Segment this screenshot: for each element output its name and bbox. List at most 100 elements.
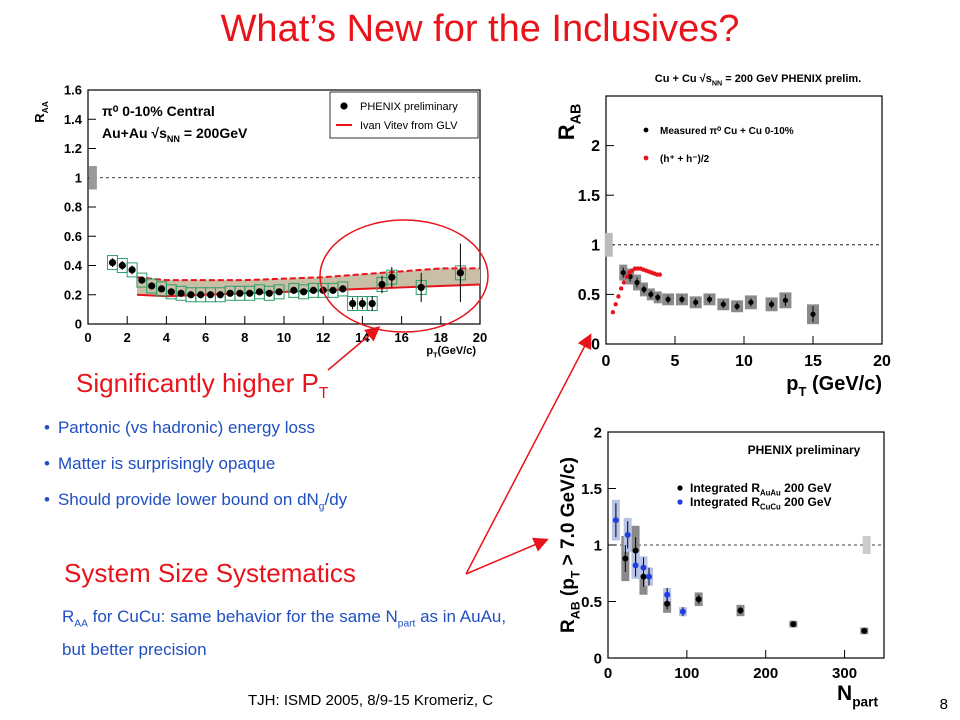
data-point: [641, 286, 647, 293]
data-point: [300, 288, 308, 296]
auau-raa-chart: 0 2 4 6 8 10 12 14 16 18 2000.20.40.60.811.21.41.6…: [32, 83, 487, 360]
legend-marker: [643, 155, 649, 161]
data-point: [734, 303, 740, 309]
y-axis-label: RAA: [32, 101, 50, 123]
y-tick-label: 0: [591, 337, 600, 354]
data-point: [108, 258, 117, 267]
data-point: [737, 607, 744, 614]
data-point: [456, 269, 464, 277]
chart-title: PHENIX preliminary: [748, 443, 861, 457]
bullet-item: Partonic (vs hadronic) energy loss: [44, 418, 347, 454]
data-point: [246, 289, 254, 297]
data-point: [640, 564, 647, 571]
x-tick-label: 12: [316, 330, 330, 345]
data-point: [861, 627, 868, 634]
data-point: [157, 285, 166, 293]
normalization-box: [604, 232, 613, 257]
data-point: [693, 299, 699, 305]
y-axis-label: RAB: [554, 104, 585, 141]
data-point: [748, 299, 754, 305]
x-axis-label: pT(GeV/c): [426, 345, 476, 359]
heading-system-size: System Size Systematics: [64, 558, 356, 588]
data-point: [664, 591, 671, 598]
data-point: [255, 288, 264, 296]
y-tick-label: 2: [594, 424, 602, 441]
data-point: [118, 261, 126, 270]
legend-marker: [340, 102, 348, 110]
legend-marker: [643, 127, 649, 133]
x-tick-label: 0: [84, 330, 91, 345]
y-tick-label: 0: [594, 650, 602, 667]
data-point: [138, 276, 146, 284]
y-tick-label: 1: [75, 170, 82, 185]
data-point: [679, 608, 686, 615]
y-tick-label: 0.5: [581, 594, 602, 611]
bullet-list: Partonic (vs hadronic) energy loss Matte…: [44, 418, 347, 526]
y-axis-label: RAB (pT > 7.0 GeV/c): [558, 457, 583, 633]
data-point: [648, 291, 654, 297]
sys-error-box: [126, 262, 138, 278]
data-point: [206, 291, 215, 299]
theory-upper-line: [136, 267, 480, 282]
x-axis-label: pT (GeV/c): [786, 373, 882, 399]
x-tick-label: 4: [163, 330, 171, 345]
legend-label: Integrated RCuCu 200 GeV: [690, 495, 832, 512]
hadron-point: [657, 272, 663, 277]
page-number: 8: [939, 696, 948, 713]
x-tick-label: 10: [735, 353, 753, 370]
x-axis-label: Npart: [837, 682, 878, 709]
y-tick-label: 0: [75, 317, 82, 332]
hadron-point: [618, 286, 624, 291]
x-tick-label: 8: [241, 330, 248, 345]
data-point: [216, 291, 224, 299]
data-point: [290, 286, 298, 294]
highlight-ellipse: [319, 219, 489, 333]
sys-error-box: [337, 281, 349, 297]
data-point: [634, 279, 640, 286]
data-point: [309, 286, 317, 294]
y-tick-label: 0.6: [64, 229, 82, 244]
y-tick-label: 1.4: [64, 112, 83, 127]
data-point: [226, 289, 234, 297]
data-point: [782, 297, 788, 303]
data-point: [810, 311, 816, 317]
y-tick-label: 1.5: [581, 481, 602, 498]
data-point: [627, 273, 633, 280]
x-tick-label: 5: [671, 353, 680, 370]
bullet-item: Should provide lower bound on dNg/dy: [44, 490, 347, 526]
data-point: [148, 282, 156, 290]
chart-title: Cu + Cu √sNN = 200 GeV PHENIX prelim.: [655, 73, 862, 87]
data-point: [197, 291, 205, 299]
hadron-point: [616, 294, 621, 299]
data-point: [187, 291, 195, 299]
data-point: [612, 517, 619, 524]
x-tick-label: 15: [804, 353, 822, 370]
x-tick-label: 20: [873, 353, 891, 370]
x-tick-label: 200: [753, 665, 778, 682]
normalization-box: [88, 166, 97, 190]
x-tick-label: 20: [473, 330, 487, 345]
data-point: [706, 296, 713, 302]
data-point: [329, 286, 337, 294]
x-tick-label: 0: [604, 665, 612, 682]
y-tick-label: 2: [591, 138, 600, 155]
normalization-box: [862, 535, 871, 555]
data-point: [622, 555, 629, 562]
arrow-to-ellipse: [327, 326, 381, 371]
y-tick-label: 1.6: [64, 83, 82, 98]
data-point: [655, 294, 661, 300]
legend-label: Integrated RAuAu 200 GeV: [690, 481, 832, 498]
legend-label: (h⁺ + h⁻)/2: [660, 154, 710, 165]
y-tick-label: 1.2: [64, 141, 82, 156]
hadron-point: [624, 274, 629, 279]
sys-error-box: [273, 284, 285, 300]
y-tick-label: 0.5: [578, 287, 600, 304]
data-point: [275, 288, 283, 296]
legend-marker: [677, 485, 683, 491]
y-tick-label: 0.2: [64, 287, 82, 302]
cucu-rab-vs-pt-chart: 0 5 10 15 20 0 0.5 1 1.5 2 Cu + Cu √sNN = 200 GeV …: [554, 73, 891, 399]
x-tick-label: 0: [602, 353, 611, 370]
data-point: [620, 269, 626, 276]
slide-title: What’s New for the Inclusives?: [220, 8, 740, 50]
